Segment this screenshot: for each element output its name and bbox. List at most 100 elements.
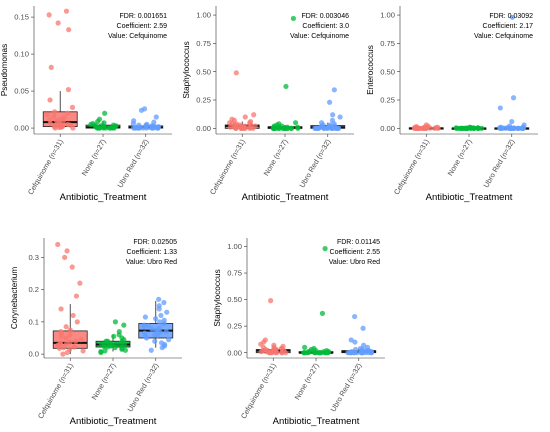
data-point [150, 125, 157, 131]
data-point [143, 125, 149, 131]
data-point [142, 314, 148, 320]
data-point [130, 121, 136, 127]
data-point [77, 280, 83, 286]
y-tick-label: 0.50 [380, 67, 395, 76]
data-point [455, 125, 462, 131]
data-point [64, 110, 70, 116]
y-axis-label: Staphylococcus [213, 269, 222, 326]
y-tick-label: 0.75 [380, 39, 395, 48]
y-tick-label: 0.05 [14, 87, 29, 96]
data-point [242, 114, 248, 120]
stats-annotation-line: Value: Cefquinome [474, 33, 533, 40]
data-point [73, 338, 79, 344]
data-point [52, 109, 58, 115]
x-axis-label: Antibiotic_Treatment [60, 192, 147, 203]
x-tick-label: Cefquinome (n=31) [208, 138, 247, 197]
chart-panel-5: 0.00 0.25 0.50 0.75 1.00 Staphylococcus Cefqui… [213, 238, 385, 427]
data-point [461, 125, 468, 131]
data-point [258, 349, 264, 355]
data-point [103, 125, 109, 131]
data-point [64, 248, 70, 254]
chart-panel-2: 0.00 0.25 0.50 0.75 1.00 Staphylococcus Cefqui… [182, 6, 354, 203]
data-point [159, 345, 165, 351]
x-axis-label: Antibiotic_Treatment [273, 416, 360, 427]
stats-annotation-line: Value: Cefquinome [108, 33, 167, 40]
data-point [163, 328, 169, 335]
data-point [283, 83, 289, 90]
data-point [48, 64, 54, 71]
data-point [292, 120, 299, 126]
data-point [302, 344, 308, 350]
data-point [360, 342, 367, 348]
x-axis-label: Antibiotic_Treatment [70, 416, 157, 427]
data-point [122, 347, 129, 353]
data-point [112, 345, 118, 351]
data-point [52, 125, 58, 131]
y-axis-label: Corynebacterium [10, 267, 19, 330]
x-tick-label: None (n=27) [446, 138, 474, 178]
data-point [149, 326, 155, 332]
data-point [427, 125, 433, 131]
x-tick-label: None (n=27) [90, 362, 118, 402]
x-tick-label: Ubro Red (n=32) [115, 138, 150, 190]
data-point [305, 350, 311, 356]
data-point [295, 125, 301, 131]
data-point [98, 349, 104, 356]
data-point [63, 324, 69, 330]
data-point [153, 316, 159, 322]
data-point [74, 319, 80, 325]
data-point [475, 125, 481, 131]
data-point [360, 325, 366, 331]
data-point [153, 327, 159, 334]
data-point [156, 306, 162, 312]
data-point [352, 313, 358, 320]
data-point [233, 70, 239, 76]
data-point [161, 299, 167, 306]
stats-annotation-line: FDR: 0.001651 [120, 13, 168, 20]
data-point [117, 340, 123, 347]
x-tick-label: Ubro Red (n=32) [328, 362, 363, 414]
data-point [497, 125, 503, 131]
stats-annotation-line: FDR: 0.03092 [489, 13, 533, 20]
data-point [70, 312, 76, 319]
y-tick-label: 0.0 [28, 350, 39, 359]
data-point [96, 125, 102, 131]
data-point [145, 323, 151, 329]
data-point [470, 125, 477, 131]
stats-annotation-line: FDR: 0.003046 [302, 13, 350, 20]
data-point [279, 125, 286, 131]
data-point [269, 350, 275, 356]
y-tick-label: 0.10 [14, 50, 29, 59]
data-point [78, 337, 84, 343]
data-point [322, 246, 328, 252]
x-axis-label: Antibiotic_Treatment [426, 192, 513, 203]
data-point [326, 99, 333, 105]
data-point [282, 350, 289, 356]
stats-annotation-line: Coefficient: 2.59 [117, 23, 168, 30]
y-tick-label: 0.25 [196, 96, 211, 105]
y-tick-label: 0.2 [28, 285, 39, 294]
y-tick-label: 0.25 [380, 96, 395, 105]
data-point [58, 306, 64, 312]
data-point [520, 125, 527, 131]
data-point [435, 125, 441, 131]
data-point [102, 348, 108, 354]
data-point [329, 125, 335, 131]
x-tick-label: None (n=27) [80, 138, 108, 178]
data-point [73, 293, 80, 299]
data-point [312, 125, 318, 131]
y-tick-label: 1.00 [380, 11, 395, 20]
stats-annotation-line: Coefficient: 3.0 [302, 23, 349, 30]
x-axis-label: Antibiotic_Treatment [242, 192, 329, 203]
data-point [143, 335, 150, 341]
data-point [67, 327, 73, 333]
data-point [156, 296, 162, 302]
y-tick-label: 0.00 [14, 124, 29, 133]
data-point [348, 350, 354, 356]
data-point [153, 114, 159, 120]
stats-annotation-line: FDR: 0.01145 [337, 239, 380, 246]
data-point [421, 125, 427, 131]
data-point [354, 350, 360, 356]
data-point [312, 350, 318, 356]
data-point [509, 125, 516, 131]
